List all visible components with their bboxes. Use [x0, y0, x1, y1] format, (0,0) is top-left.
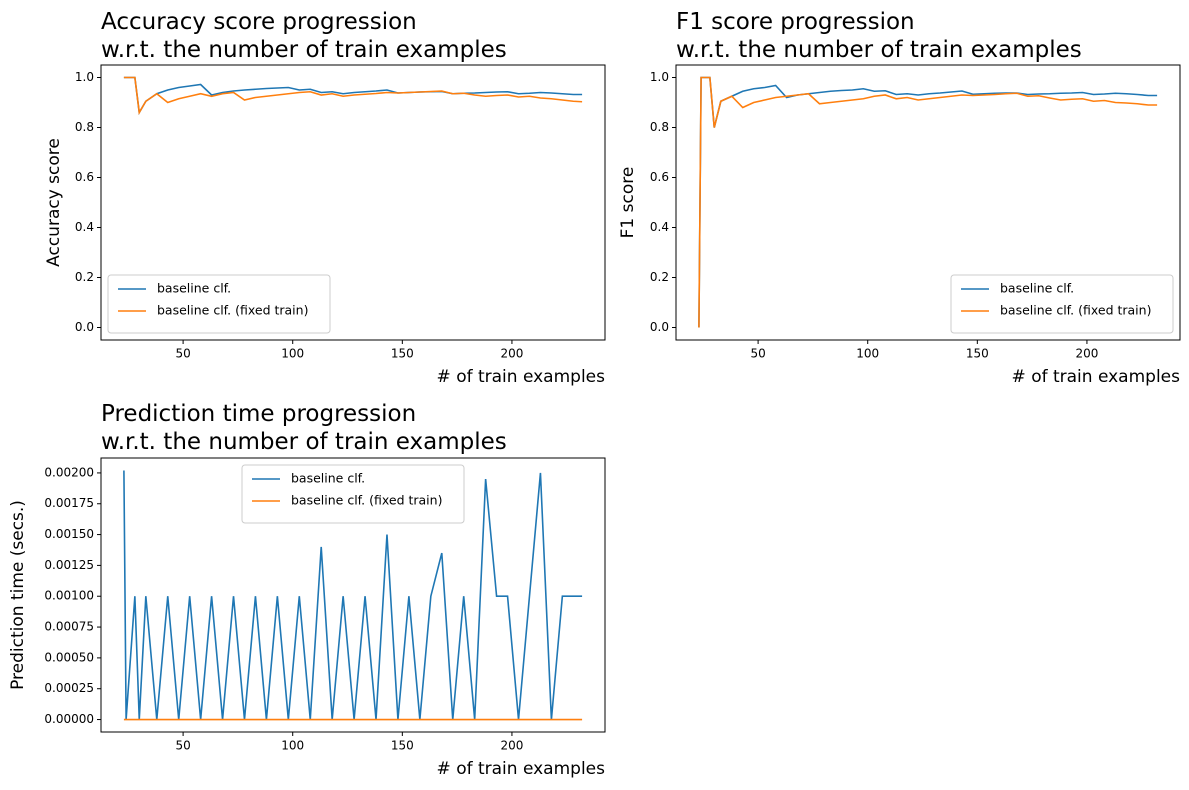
x-tick-label: 100 [856, 347, 879, 361]
y-tick-label: 0.00125 [44, 558, 94, 572]
legend-label: baseline clf. (fixed train) [291, 493, 442, 508]
data-line [123, 470, 583, 720]
legend-label: baseline clf. [291, 471, 365, 486]
chart-title: Prediction time progression w.r.t. the nu… [101, 401, 507, 455]
y-axis-label: Prediction time (secs.) [8, 500, 28, 690]
data-line [698, 76, 1158, 328]
y-tick-label: 0.00025 [44, 681, 94, 695]
subplot: F1 score progression w.r.t. the number of… [618, 9, 1181, 387]
axes-frame [100, 64, 606, 341]
x-tick-label: 100 [281, 739, 304, 753]
y-axis-label: F1 score [618, 167, 638, 239]
legend-box [107, 274, 331, 334]
x-tick-label: 200 [500, 347, 523, 361]
x-tick-label: 200 [1075, 347, 1098, 361]
y-tick-label: 1.0 [75, 70, 94, 84]
chart-title: F1 score progression w.r.t. the number of… [676, 9, 1082, 63]
y-tick-label: 0.00150 [44, 527, 94, 541]
y-tick-label: 0.6 [650, 170, 669, 184]
legend-box [950, 274, 1174, 334]
x-axis-label: # of train examples [1012, 367, 1181, 387]
y-tick-label: 0.00050 [44, 650, 94, 664]
y-tick-label: 0.4 [75, 220, 94, 234]
x-tick-label: 200 [500, 739, 523, 753]
x-axis-label: # of train examples [437, 759, 606, 779]
y-tick-label: 0.6 [75, 170, 94, 184]
legend: baseline clf. baseline clf. (fixed train) [950, 274, 1174, 334]
y-tick-label: 0.2 [650, 270, 669, 284]
axes-frame [675, 64, 1181, 341]
x-tick-label: 150 [966, 347, 989, 361]
y-tick-label: 0.00075 [44, 620, 94, 634]
y-tick-label: 0.8 [75, 120, 94, 134]
legend-label: baseline clf. (fixed train) [1000, 303, 1151, 318]
axes-frame [100, 457, 606, 733]
y-tick-label: 0.8 [650, 120, 669, 134]
x-tick-label: 50 [175, 739, 190, 753]
y-tick-label: 0.00000 [44, 712, 94, 726]
y-tick-label: 0.2 [75, 270, 94, 284]
legend-box [241, 464, 465, 524]
y-tick-label: 0.00175 [44, 496, 94, 510]
y-tick-label: 0.0 [75, 320, 94, 334]
y-tick-label: 0.0 [650, 320, 669, 334]
legend-label: baseline clf. [1000, 281, 1074, 296]
x-axis-label: # of train examples [437, 367, 606, 387]
x-tick-label: 50 [750, 347, 765, 361]
legend: baseline clf. baseline clf. (fixed train) [241, 464, 465, 524]
x-tick-label: 50 [175, 347, 190, 361]
legend: baseline clf. baseline clf. (fixed train) [107, 274, 331, 334]
data-line [123, 76, 583, 115]
subplot: Prediction time progression w.r.t. the nu… [8, 401, 606, 779]
x-tick-label: 150 [391, 739, 414, 753]
data-line [698, 76, 1158, 328]
legend-label: baseline clf. (fixed train) [157, 303, 308, 318]
y-tick-label: 0.4 [650, 220, 669, 234]
legend-label: baseline clf. [157, 281, 231, 296]
subplot: Accuracy score progression w.r.t. the num… [44, 9, 606, 387]
y-tick-label: 1.0 [650, 70, 669, 84]
data-line [123, 76, 583, 115]
y-tick-label: 0.00200 [44, 465, 94, 479]
y-axis-label: Accuracy score [44, 138, 64, 267]
x-tick-label: 100 [281, 347, 304, 361]
y-tick-label: 0.00100 [44, 589, 94, 603]
chart-title: Accuracy score progression w.r.t. the num… [101, 9, 507, 63]
x-tick-label: 150 [391, 347, 414, 361]
